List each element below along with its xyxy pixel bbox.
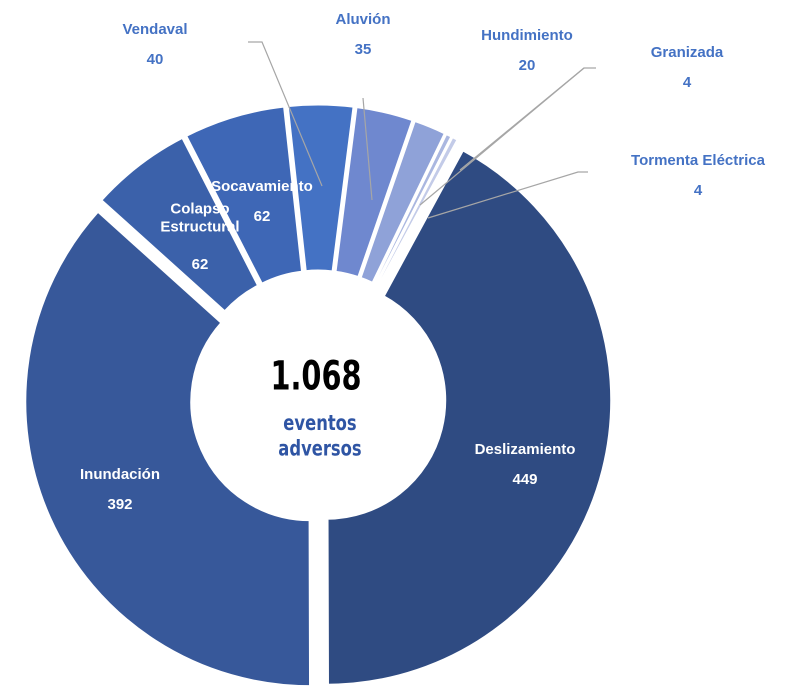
slice [23, 208, 313, 689]
slice-value: 449 [512, 471, 537, 488]
slice-label: Inundación [80, 466, 160, 483]
slice-value: 20 [519, 57, 536, 74]
slice [183, 104, 305, 287]
slice-label: Deslizamiento [475, 441, 576, 458]
center-subtitle: eventos adversos [278, 412, 361, 461]
slice-value: 4 [683, 74, 692, 91]
slice-label: Tormenta Eléctrica [631, 152, 766, 169]
slice-label: Socavamiento [211, 178, 313, 195]
slice-value: 62 [192, 256, 209, 273]
slice [98, 135, 261, 315]
slice-label: Aluvión [336, 11, 391, 28]
slice-value: 392 [107, 496, 132, 513]
slice-label: Colapso Estructural [160, 200, 239, 235]
leader-lines [248, 41, 596, 219]
slices [23, 102, 614, 689]
slice-value: 62 [254, 208, 271, 225]
slice-value: 40 [147, 51, 164, 68]
slice-label: Hundimiento [481, 27, 573, 44]
slice [325, 147, 614, 687]
leader-line [248, 41, 323, 187]
leader-line [419, 67, 585, 206]
slice [374, 134, 461, 289]
leader-line [362, 97, 373, 201]
slice [285, 102, 356, 274]
slice-label: Granizada [651, 44, 724, 61]
slice-value: 4 [694, 182, 703, 199]
slice-label: Vendaval [122, 21, 187, 38]
slice-value: 35 [355, 41, 372, 58]
labels: Deslizamiento 449 Inundación 392 Colapso Estr… [80, 11, 766, 513]
center-total: 1.068 [270, 354, 361, 400]
leader-line [427, 171, 588, 219]
donut-hole [198, 294, 422, 518]
